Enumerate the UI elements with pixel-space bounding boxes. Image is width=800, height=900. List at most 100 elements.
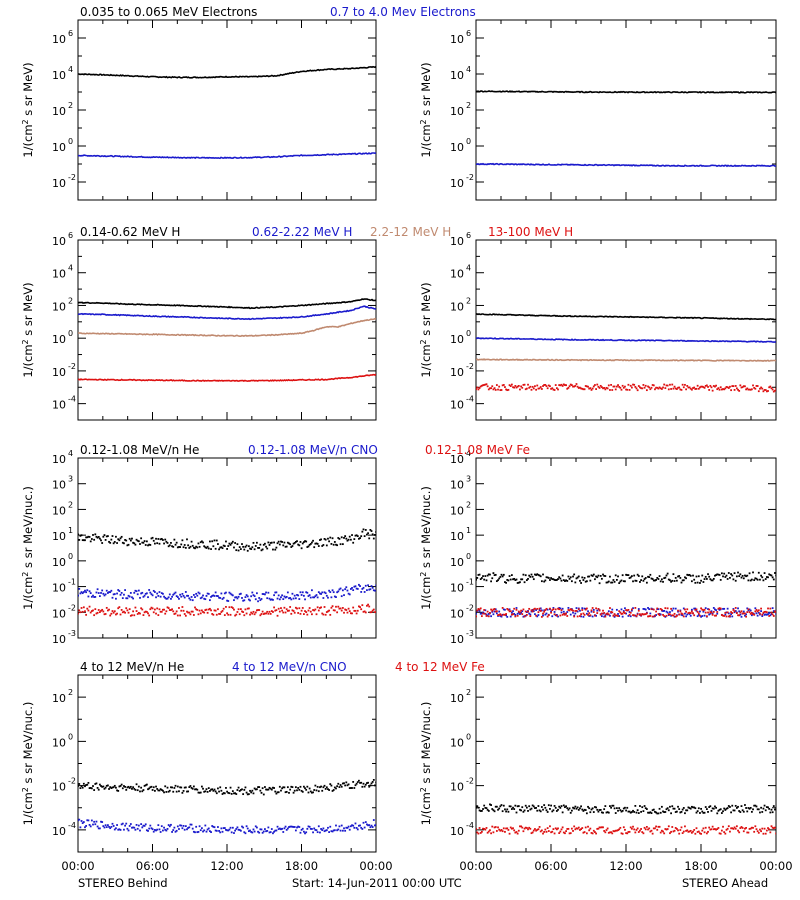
series-blue-point [178, 828, 180, 830]
series-black-point [558, 576, 561, 579]
series-black-point [289, 543, 292, 546]
series-blue-point [123, 593, 125, 596]
series-red-point [523, 615, 526, 618]
series-red-point [531, 385, 534, 388]
series-black-point [749, 579, 752, 582]
series-black-point [756, 808, 759, 811]
series-red-point [479, 607, 482, 610]
series-red-point [88, 605, 91, 608]
series-blue-point [221, 598, 224, 600]
series-red-point [500, 614, 503, 617]
series-red-point [231, 607, 234, 609]
series-blue-point [354, 822, 357, 825]
series-red-point [566, 615, 569, 617]
series-red-point [603, 830, 606, 832]
series-black-point [618, 582, 621, 585]
series-black-point [140, 537, 143, 540]
series-red-point [592, 829, 595, 832]
series-red-point [116, 612, 118, 615]
series-black-point [90, 538, 93, 540]
series-red-point [306, 613, 309, 616]
series-blue-point [262, 830, 265, 833]
series-black-point [529, 575, 532, 578]
series-black-point [477, 574, 480, 576]
y-tick-label: 10 [52, 556, 66, 569]
series-red-point [663, 615, 666, 618]
series-red-point [681, 383, 684, 386]
series-black-point [619, 809, 622, 812]
series-red-point [191, 610, 194, 613]
series-blue-point [270, 828, 273, 830]
series-red-point [540, 829, 543, 832]
series-red-point [624, 385, 626, 388]
series-blue-point [325, 829, 328, 832]
series-black-point [525, 806, 528, 809]
series-black-point [244, 545, 247, 548]
series-black-point [550, 577, 552, 579]
series-red-point [132, 610, 135, 613]
series-blue-point [480, 612, 483, 615]
series-black-point [145, 540, 148, 543]
series-blue-point [211, 594, 214, 597]
y-tick-label: 10 [450, 235, 464, 248]
series-blue-point [235, 828, 238, 830]
series-red-point [585, 385, 588, 388]
series-red-point [320, 606, 322, 609]
series-blue-point [708, 613, 711, 616]
series-red-point [514, 385, 517, 387]
series-blue-point [520, 611, 522, 614]
series-red-point [163, 608, 165, 611]
series-black-line [476, 313, 776, 321]
series-red-point [596, 827, 599, 830]
series-blue-point [117, 828, 120, 831]
series-black-point [178, 546, 180, 548]
series-black-point [143, 540, 146, 542]
series-black-point [339, 784, 342, 786]
series-black-point [348, 787, 351, 789]
series-blue-point [95, 820, 98, 823]
series-black-point [718, 808, 721, 811]
series-blue-point [222, 596, 225, 599]
series-black-point [582, 579, 585, 581]
series-blue-point [615, 608, 618, 611]
series-blue-point [247, 830, 250, 833]
series-blue-point [657, 608, 660, 611]
series-blue-point [715, 609, 717, 612]
series-red-point [667, 613, 670, 616]
series-blue-point [175, 595, 178, 597]
series-red-point [554, 827, 557, 830]
series-blue-point [166, 597, 169, 600]
series-blue-point [723, 607, 726, 610]
series-black-point [352, 780, 355, 783]
series-red-point [513, 386, 516, 389]
series-blue-point [539, 607, 542, 610]
series-blue-point [188, 597, 191, 600]
x-tick-label: 00:00 [359, 859, 392, 873]
series-black-point [775, 808, 776, 811]
series-red-point [583, 831, 586, 833]
series-red-point [129, 614, 132, 617]
series-black-point [237, 786, 240, 789]
series-black-point [320, 785, 322, 788]
series-red-point [97, 609, 100, 611]
series-red-point [701, 608, 704, 611]
series-red-point [319, 607, 321, 609]
series-black-point [704, 575, 707, 578]
series-blue-point [550, 610, 552, 613]
series-black-point [362, 782, 365, 785]
series-blue-point [272, 832, 274, 835]
series-blue-point [284, 825, 287, 828]
series-black-point [749, 806, 752, 809]
series-red-point [375, 611, 376, 613]
series-red-point [639, 386, 641, 389]
series-black-point [236, 789, 239, 791]
series-red-point [486, 610, 489, 613]
series-red-point [207, 608, 210, 611]
series-red-point [694, 608, 697, 611]
series-black-point [551, 810, 554, 813]
series-black-point [84, 539, 86, 542]
series-red-point [580, 613, 582, 616]
series-blue-point [234, 596, 237, 599]
series-blue-point [345, 826, 348, 829]
series-black-point [242, 545, 245, 548]
